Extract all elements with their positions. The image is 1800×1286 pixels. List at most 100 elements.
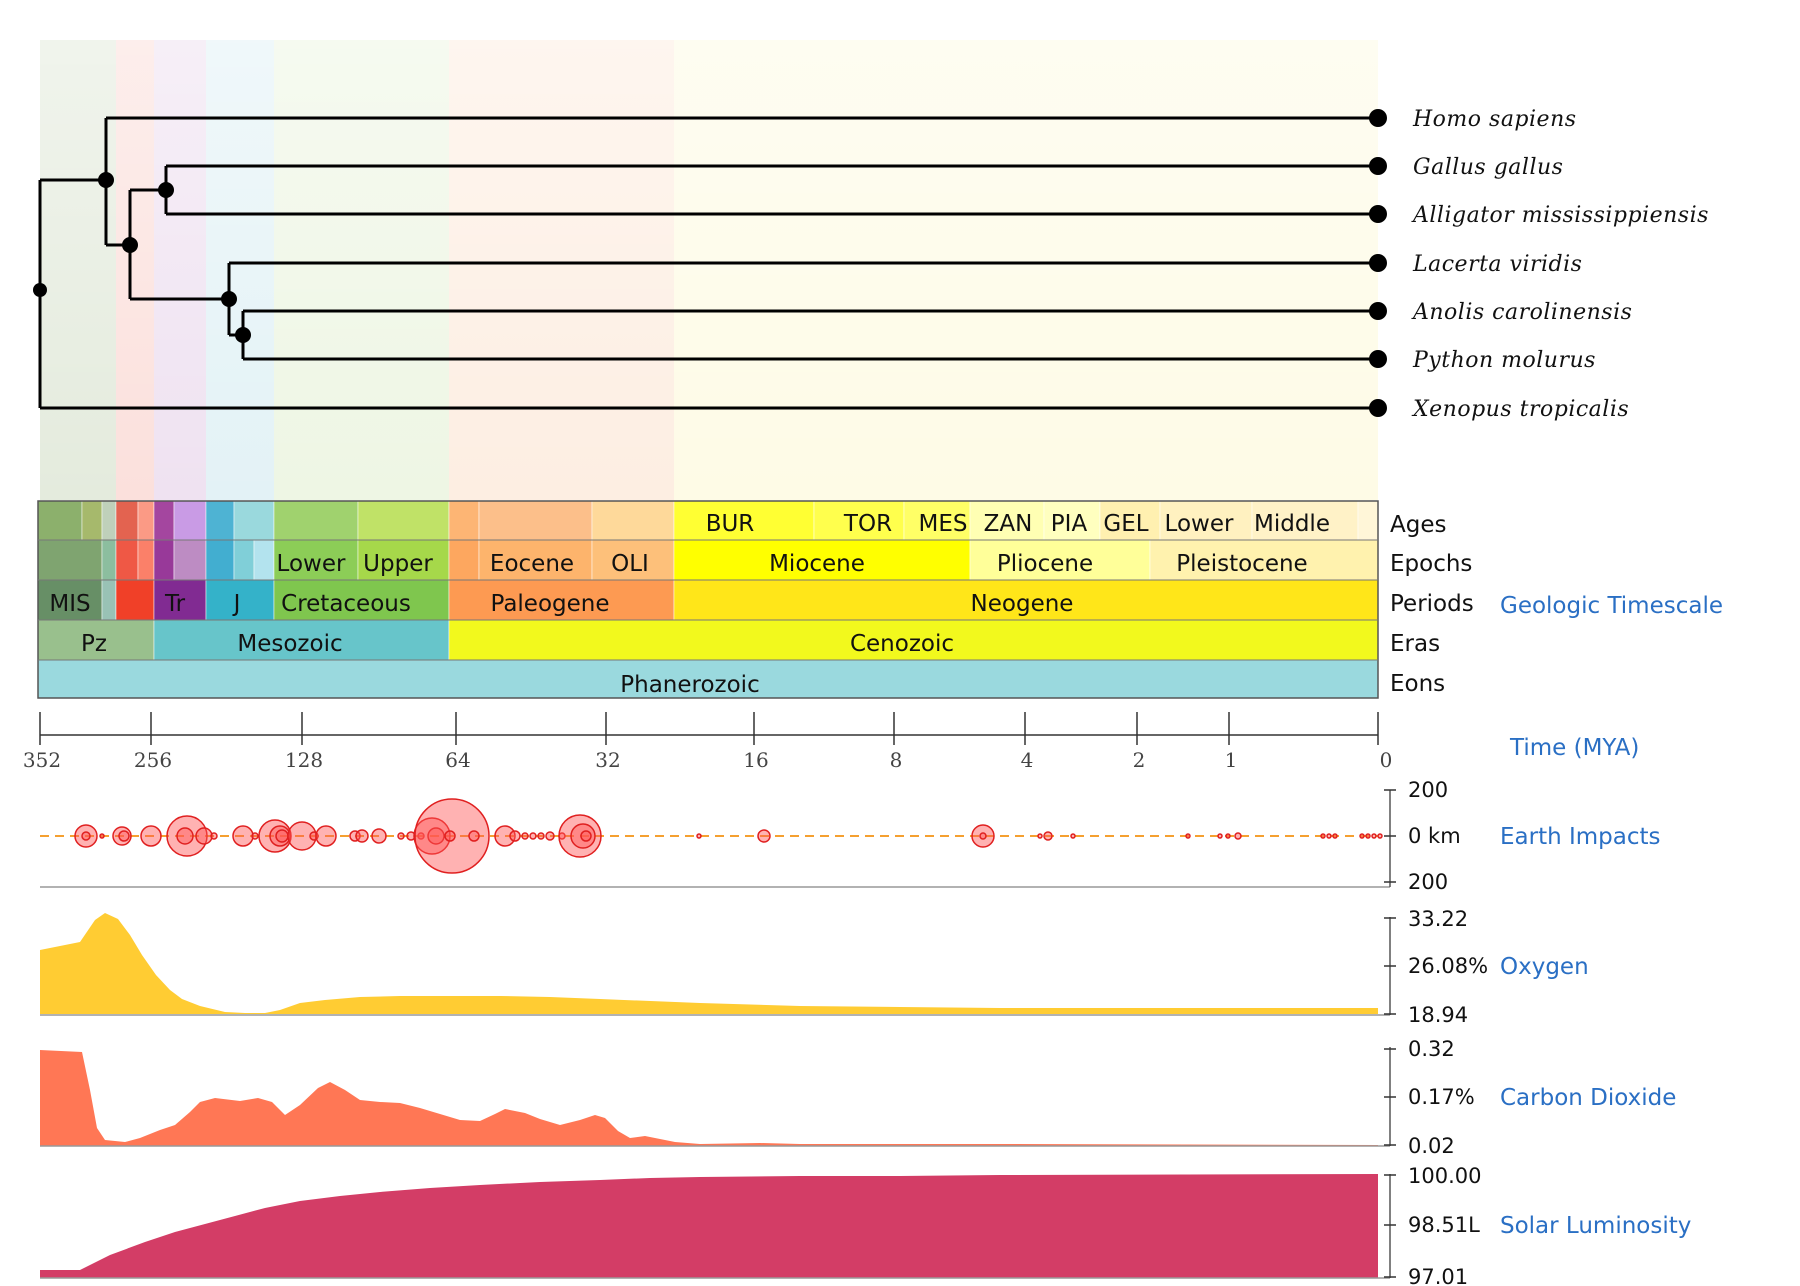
axis-tick-label: 4: [1021, 748, 1034, 772]
node-toxicofera: [235, 327, 251, 343]
impact-mark: [444, 830, 456, 842]
axis-title: Time (MYA): [1509, 735, 1639, 761]
bg-fade: [40, 40, 1378, 500]
impacts-bottom-value: 200: [1408, 870, 1448, 894]
row-label-eras: Eras: [1390, 631, 1440, 657]
impact-mark: [210, 832, 218, 840]
period-paleogene: [448, 579, 675, 621]
oxygen-mid-value: 26.08%: [1408, 954, 1488, 978]
panel-oxygen: 33.22 26.08% 18.94 Oxygen: [40, 907, 1589, 1027]
co2-bottom-value: 0.02: [1408, 1134, 1455, 1158]
impact-mark: [558, 814, 602, 858]
axis-tick-label: 32: [595, 748, 620, 772]
epoch-label: Pliocene: [997, 551, 1093, 577]
age-strip: [173, 500, 207, 541]
luminosity-bottom-value: 97.01: [1408, 1265, 1468, 1286]
impact-mark: [537, 832, 545, 840]
epoch-label: OLI: [611, 551, 649, 577]
epoch-eocene: [478, 539, 593, 581]
epoch-lower-cretaceous: [273, 539, 359, 581]
tip-6: [1369, 350, 1387, 368]
panel-impacts: 200 0 km 200 Earth Impacts: [40, 778, 1661, 894]
impact-mark: [580, 830, 592, 842]
luminosity-title: Solar Luminosity: [1500, 1213, 1691, 1239]
age-strip: [137, 500, 155, 541]
impact-mark: [74, 824, 98, 848]
tip-5: [1369, 302, 1387, 320]
impact-mark: [971, 824, 995, 848]
impact-mark: [413, 817, 451, 855]
era-label: Pz: [81, 631, 107, 657]
impact-mark: [509, 830, 521, 842]
species-label: Gallus gallus: [1413, 155, 1563, 180]
panel-solar-luminosity: 100.00 98.51L 97.01 Solar Luminosity: [40, 1164, 1691, 1286]
tip-7: [1369, 399, 1387, 417]
period-permian: [115, 579, 155, 621]
epoch-pleistocene: [1149, 539, 1379, 581]
impact-mark: [349, 830, 361, 842]
age-strip: [478, 500, 593, 541]
age-strip: [357, 500, 450, 541]
epoch-carb-2: [101, 539, 117, 581]
impact-mark: [1326, 833, 1332, 839]
epoch-permian-b: [137, 539, 155, 581]
impact-mark: [696, 833, 702, 839]
age-label: MES: [919, 511, 968, 537]
impact-mark: [1359, 833, 1365, 839]
species-label: Xenopus tropicalis: [1411, 397, 1629, 422]
timescale-labels: BUR TOR MES ZAN PIA GEL Lower Middle Low…: [49, 511, 1330, 698]
impact-mark: [315, 825, 337, 847]
era-mesozoic: [153, 619, 450, 661]
epoch-jurassic-b: [233, 539, 255, 581]
period-mississippian: [37, 579, 103, 621]
timescale-row-lines: [38, 539, 1378, 661]
tip-1: [1369, 109, 1387, 127]
epoch-miocene: [673, 539, 971, 581]
period-cretaceous: [273, 579, 450, 621]
age-strip: [153, 500, 175, 541]
axis-tick-label: 352: [23, 748, 61, 772]
impact-mark: [1234, 832, 1242, 840]
period-jurassic: [205, 579, 275, 621]
age-strip: [1159, 500, 1253, 541]
epoch-label: Miocene: [769, 551, 865, 577]
age-label: GEL: [1103, 511, 1148, 537]
axis-tick-label: 8: [890, 748, 903, 772]
node-sauropsida: [122, 237, 138, 253]
age-strip: [205, 500, 235, 541]
epoch-triassic-a: [153, 539, 175, 581]
luminosity-mid-value: 98.51L: [1408, 1213, 1480, 1237]
age-label: PIA: [1051, 511, 1088, 537]
epoch-paleocene: [448, 539, 480, 581]
species-labels: Homo sapiens Gallus gallus Alligator mis…: [1411, 107, 1709, 422]
oxygen-area: [40, 913, 1378, 1014]
age-label: BUR: [706, 511, 755, 537]
impact-mark: [176, 827, 194, 845]
impact-mark: [494, 825, 516, 847]
age-strip: [101, 500, 117, 541]
impact-mark: [397, 832, 405, 840]
eon-phanerozoic: [37, 659, 1379, 699]
node-squamata: [221, 291, 237, 307]
age-strip: [591, 500, 675, 541]
node-archosauria: [158, 182, 174, 198]
impact-mark: [81, 831, 91, 841]
co2-mid-value: 0.17%: [1408, 1085, 1475, 1109]
impact-mark: [1043, 831, 1053, 841]
epoch-label: Pleistocene: [1176, 551, 1307, 577]
impact-mark: [140, 825, 162, 847]
age-strip: [115, 500, 139, 541]
period-label: Neogene: [971, 591, 1074, 617]
geologic-timescale: [37, 500, 1379, 699]
impact-mark: [521, 832, 529, 840]
impact-mark: [468, 830, 480, 842]
impacts-top-value: 200: [1408, 778, 1448, 802]
timescale-border: [37, 500, 1379, 699]
impact-mark: [166, 815, 208, 857]
period-label: Tr: [164, 591, 186, 617]
tree-nodes: [33, 109, 1387, 417]
species-label: Alligator mississippiensis: [1411, 203, 1709, 228]
tree-background: [40, 40, 1378, 500]
age-strip: [673, 500, 815, 541]
